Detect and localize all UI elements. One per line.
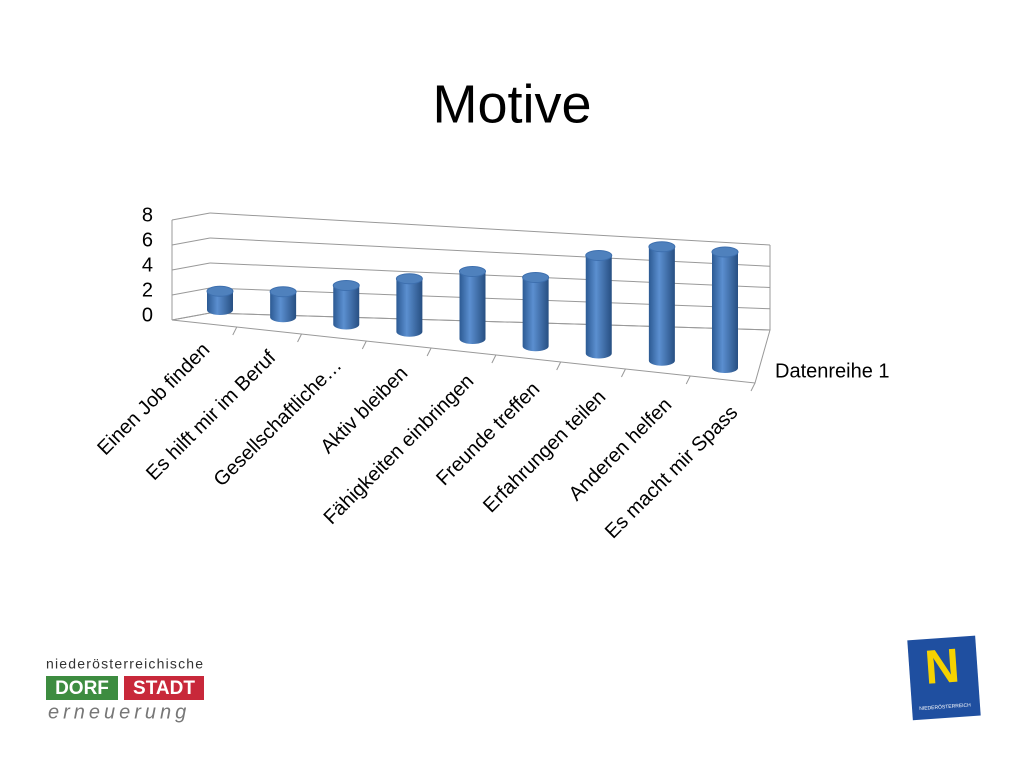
x-tick [750,382,756,392]
grid-line [171,262,211,271]
x-tick-label: Es macht mir Spass [601,402,742,543]
bar [332,280,360,330]
bar-body [712,252,738,373]
x-tick [361,340,367,350]
logo-text: NIEDERÖSTERREICH [919,701,971,712]
grid-line [209,312,771,331]
bar-top [522,272,550,283]
grid-line [209,262,771,288]
bar-body [585,255,612,359]
bar-body [333,285,360,330]
y-tick-label: 2 [142,279,153,301]
bar-top [585,250,613,261]
logo-box [46,676,118,700]
bar-top [648,241,676,253]
bar-top [395,273,423,285]
bar-body [648,246,675,366]
y-tick-label: 4 [142,254,153,276]
grid-line [209,212,771,246]
logo-text: STADT [133,678,195,699]
logo-text: niederösterreichische [46,656,204,672]
bar [206,285,234,315]
bar [648,241,676,366]
bar-body [207,291,233,315]
y-tick-label: 6 [142,229,153,251]
x-tick [232,326,238,336]
x-tick [491,354,497,364]
bar-top [332,280,360,291]
bar-body [396,278,423,337]
grid-line [171,212,211,221]
x-tick [297,333,303,343]
bar-body [270,291,297,323]
logo-text: erneuerung [48,701,190,723]
x-tick [556,361,562,371]
bar-top [269,286,297,298]
y-tick-label: 0 [142,304,153,326]
bar [459,266,486,344]
logo-box [907,635,981,721]
bar-body [459,271,486,344]
y-tick-label: 8 [142,204,153,226]
grid-line [171,312,211,321]
grid-line [209,287,771,310]
x-tick-label: Erfahrungen teilen [479,386,610,517]
bar [711,246,739,373]
logo-dorf-stadt: niederösterreichische DORF STADT erneuer… [46,656,204,723]
grid-line [171,287,211,296]
bar-top [711,246,739,258]
x-tick-label: Gesellschaftliche… [210,354,347,491]
x-tick [620,368,626,378]
logo-text: N [923,640,961,695]
bar [522,272,550,352]
x-tick [426,347,432,357]
bar-body [522,277,549,352]
x-tick-label: Fähigkeiten einbringen [320,370,479,529]
logo-noe: N NIEDERÖSTERREICH [907,635,981,721]
logo-text: DORF [55,678,109,699]
chart-title: Motive [432,74,591,134]
grid-line [209,237,771,267]
logo-box [124,676,204,700]
legend-label: Datenreihe 1 [775,360,890,382]
bar [269,286,297,323]
x-tick [685,375,691,385]
bar-top [206,285,234,297]
x-tick-label: Es hilft mir im Beruf [142,346,280,484]
bar-top [459,266,486,277]
bar [585,250,613,359]
bar [395,273,423,337]
grid-line [171,237,211,246]
